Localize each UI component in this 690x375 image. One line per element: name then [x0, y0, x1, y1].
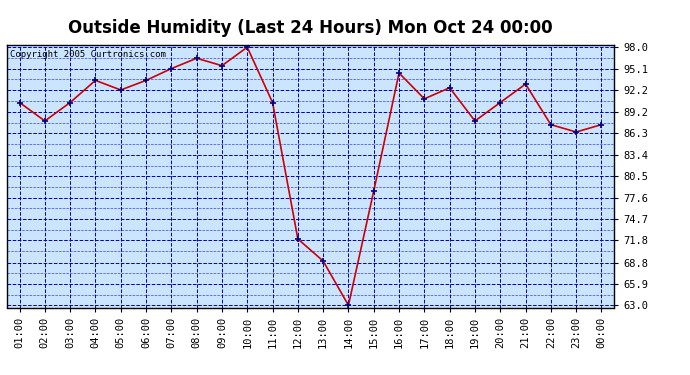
Text: Outside Humidity (Last 24 Hours) Mon Oct 24 00:00: Outside Humidity (Last 24 Hours) Mon Oct…: [68, 19, 553, 37]
Text: Copyright 2005 Curtronics.com: Copyright 2005 Curtronics.com: [10, 50, 166, 59]
